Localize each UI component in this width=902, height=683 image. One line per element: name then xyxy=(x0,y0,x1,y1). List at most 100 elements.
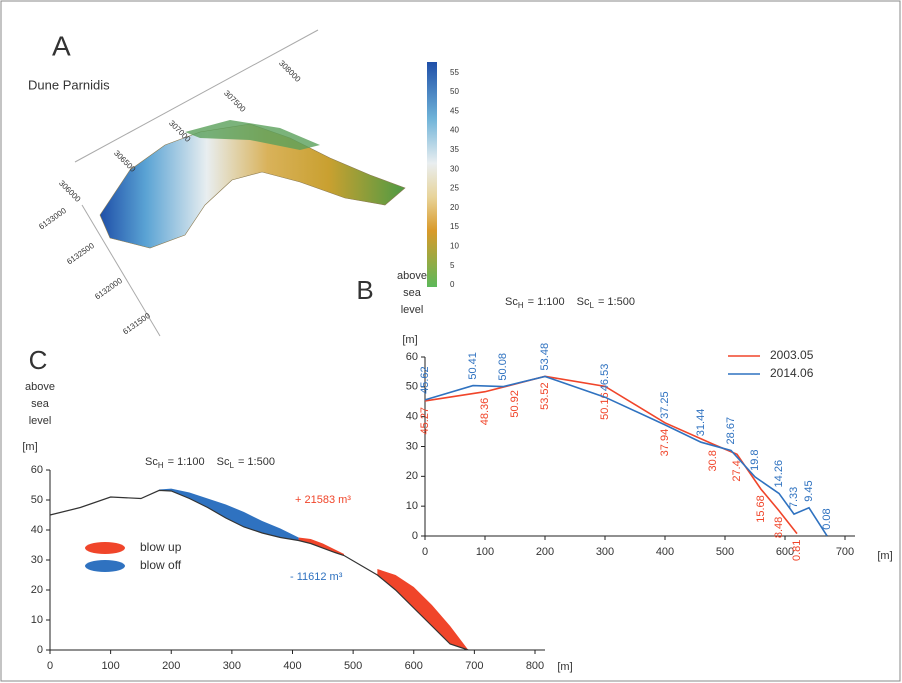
data-label: 45.62 xyxy=(419,366,431,394)
legend-label: blow off xyxy=(140,558,182,572)
y-axis-label: sea xyxy=(403,287,422,299)
scale-symbol: Sc xyxy=(217,456,230,468)
y-axis-label: level xyxy=(29,415,52,427)
y-tick-label: 30 xyxy=(406,440,418,452)
legend-swatch xyxy=(85,560,125,572)
scale-sub: H xyxy=(518,301,524,310)
map-coord: 306500 xyxy=(112,149,138,175)
scale-ratio: = 1:500 xyxy=(238,456,275,468)
x-tick-label: 400 xyxy=(656,546,674,558)
legend-label: blow up xyxy=(140,540,182,554)
data-label: 48.36 xyxy=(479,398,491,426)
legend-swatch xyxy=(85,542,125,554)
area-band xyxy=(377,569,468,650)
scale-ratio: = 1:100 xyxy=(168,456,205,468)
y-axis-unit: [m] xyxy=(402,334,417,346)
data-label: 15.68 xyxy=(755,495,767,523)
colorbar-tick-label: 25 xyxy=(450,184,459,193)
y-tick-label: 20 xyxy=(406,470,418,482)
scale-sub: H xyxy=(158,461,164,470)
x-tick-label: 100 xyxy=(101,660,119,672)
y-tick-label: 50 xyxy=(31,494,43,506)
x-tick-label: 0 xyxy=(422,546,428,558)
y-tick-label: 0 xyxy=(412,530,418,542)
x-tick-label: 100 xyxy=(476,546,494,558)
data-label: 50.08 xyxy=(497,353,509,381)
colorbar-tick-label: 55 xyxy=(450,68,459,77)
colorbar-tick-label: 30 xyxy=(450,164,459,173)
colorbar-tick-label: 15 xyxy=(450,222,459,231)
data-label: 28.67 xyxy=(725,417,737,445)
data-label: 0.81 xyxy=(791,540,803,561)
colorbar-tick-label: 40 xyxy=(450,126,459,135)
y-tick-label: 10 xyxy=(406,500,418,512)
colorbar-tick-label: 0 xyxy=(450,280,455,289)
scale-sub: L xyxy=(230,461,235,470)
map-coord: 308000 xyxy=(277,59,303,85)
y-tick-label: 0 xyxy=(37,644,43,656)
map-coord: 6132000 xyxy=(93,276,124,302)
x-tick-label: 200 xyxy=(536,546,554,558)
y-axis-label: above xyxy=(25,381,55,393)
figure: A Dune Parnidis 306000306500307000307500… xyxy=(0,0,902,683)
scale-symbol: Sc xyxy=(145,456,158,468)
data-label: 53.48 xyxy=(539,343,551,371)
x-tick-label: 600 xyxy=(405,660,423,672)
colorbar-tick-label: 35 xyxy=(450,145,459,154)
x-tick-label: 400 xyxy=(283,660,301,672)
y-axis-unit: [m] xyxy=(22,441,37,453)
data-label: 14.26 xyxy=(773,460,785,488)
panel-label: C xyxy=(29,345,48,375)
y-axis-label: level xyxy=(401,304,424,316)
data-label: 0.08 xyxy=(821,508,833,529)
x-tick-label: 300 xyxy=(596,546,614,558)
legend-label: 2003.05 xyxy=(770,348,814,362)
scale-ratio: = 1:500 xyxy=(598,296,635,308)
data-label: 45.27 xyxy=(419,407,431,435)
data-label: 50.92 xyxy=(509,390,521,418)
data-label: 53.52 xyxy=(539,382,551,410)
panel-label: B xyxy=(356,275,373,305)
y-tick-label: 50 xyxy=(406,381,418,393)
frame xyxy=(1,1,900,681)
data-label: 27.4 xyxy=(731,460,743,481)
y-axis-label: sea xyxy=(31,398,50,410)
y-tick-label: 40 xyxy=(406,411,418,423)
x-tick-label: 0 xyxy=(47,660,53,672)
data-label: 19.8 xyxy=(749,450,761,471)
scale-ratio: = 1:100 xyxy=(528,296,565,308)
colorbar-tick-label: 50 xyxy=(450,87,459,96)
data-label: 8.48 xyxy=(773,517,785,538)
x-tick-label: 700 xyxy=(836,546,854,558)
data-label: 31.44 xyxy=(695,409,707,437)
y-tick-label: 20 xyxy=(31,584,43,596)
data-label: 37.25 xyxy=(659,391,671,419)
data-label: 9.45 xyxy=(803,480,815,501)
x-tick-label: 700 xyxy=(465,660,483,672)
map-coord: 6133000 xyxy=(37,206,68,232)
data-label: 50.41 xyxy=(467,352,479,380)
data-label: 30.8 xyxy=(707,450,719,471)
dune-relief xyxy=(100,124,405,248)
data-label: 46.53 xyxy=(599,364,611,392)
y-tick-label: 30 xyxy=(31,554,43,566)
panel-label: A xyxy=(52,30,71,61)
map-coord: 6132500 xyxy=(65,241,96,267)
y-tick-label: 60 xyxy=(406,351,418,363)
x-axis-unit: [m] xyxy=(877,550,892,562)
x-tick-label: 500 xyxy=(344,660,362,672)
y-tick-label: 10 xyxy=(31,614,43,626)
scale-sub: L xyxy=(590,301,595,310)
x-tick-label: 300 xyxy=(223,660,241,672)
map-coord: 306000 xyxy=(57,179,83,205)
x-tick-label: 200 xyxy=(162,660,180,672)
scale-symbol: Sc xyxy=(505,296,518,308)
y-tick-label: 60 xyxy=(31,464,43,476)
data-label: 37.94 xyxy=(659,429,671,457)
annotation: - 11612 m³ xyxy=(290,571,343,583)
map-coord: 307500 xyxy=(222,89,248,115)
annotation: + 21583 m³ xyxy=(295,494,351,506)
map-coord: 6131500 xyxy=(121,311,152,337)
x-axis-unit: [m] xyxy=(557,661,572,673)
